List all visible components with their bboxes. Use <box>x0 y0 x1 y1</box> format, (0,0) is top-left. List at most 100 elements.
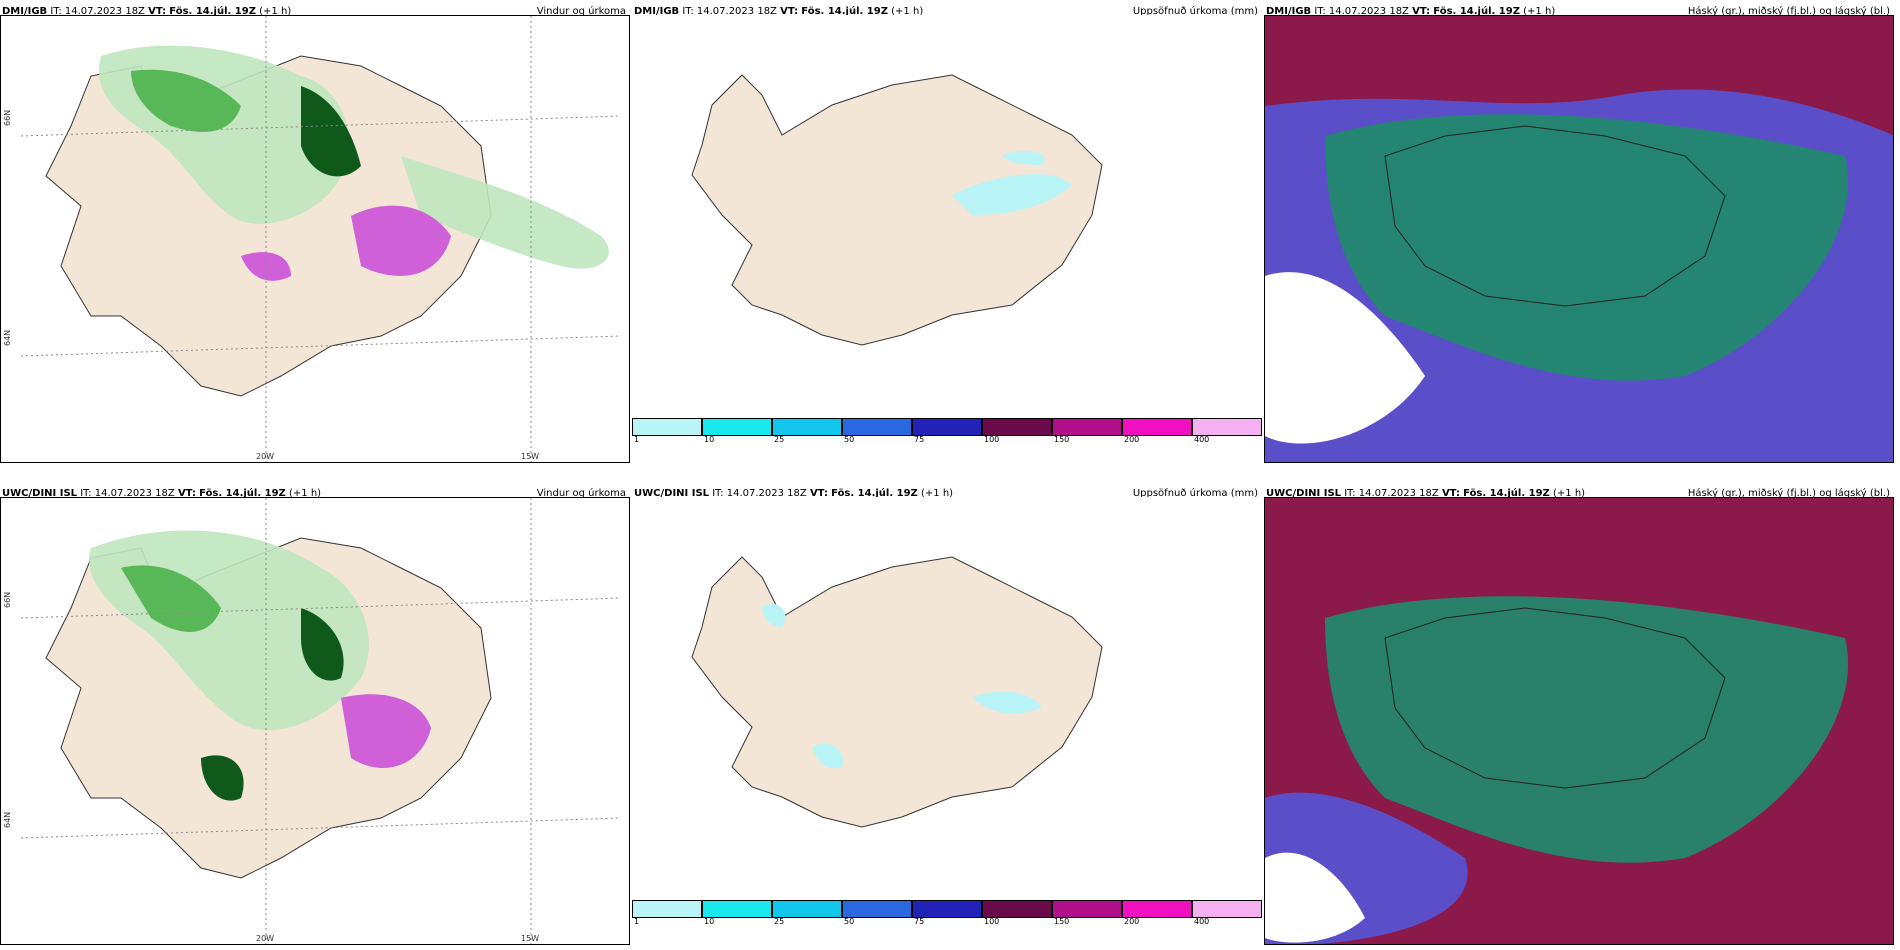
cloud-mid-layer <box>1325 596 1849 863</box>
panel-title: Háský (gr.), miðský (fj.bl.) og lágský (… <box>1687 6 1890 17</box>
colorbar-segment <box>982 900 1052 918</box>
precip-colorbar: 1 10 25 50 75 100 150 200 400 <box>632 412 1262 444</box>
accum-area <box>972 691 1042 714</box>
precip-area-light-east <box>401 156 609 269</box>
it-label: IT: <box>80 488 92 499</box>
init-time: 14.07.2023 18Z <box>94 488 175 499</box>
panel-header: DMI/IGB IT: 14.07.2023 18Z VT: Fös. 14.j… <box>0 0 630 24</box>
row2-accum-panel: UWC/DINI ISL IT: 14.07.2023 18Z VT: Fös.… <box>632 482 1262 930</box>
colorbar-segment <box>912 418 982 436</box>
precip-area-dark <box>301 86 361 177</box>
cloud-low-layer <box>1265 16 1893 136</box>
panel-title: Vindur og úrkoma <box>536 488 626 499</box>
colorbar-segment <box>912 900 982 918</box>
lead-time: (+1 h) <box>259 6 292 17</box>
lead-time: (+1 h) <box>289 488 322 499</box>
row2-clouds-panel: UWC/DINI ISL IT: 14.07.2023 18Z VT: Fös.… <box>1264 482 1894 945</box>
panel-header: UWC/DINI ISL IT: 14.07.2023 18Z VT: Fös.… <box>632 482 1262 506</box>
model-name: UWC/DINI ISL <box>1266 488 1342 499</box>
colorbar-segment <box>702 900 772 918</box>
lead-time: (+1 h) <box>1523 6 1556 17</box>
clouds-map <box>1264 497 1894 945</box>
vt-label: VT: <box>177 488 196 499</box>
vt-label: VT: <box>1441 488 1460 499</box>
colorbar-segment <box>772 900 842 918</box>
colorbar-segment <box>1122 418 1192 436</box>
map-canvas <box>1265 498 1893 944</box>
valid-time: Fös. 14.júl. 19Z <box>831 488 918 499</box>
accum-map <box>632 15 1262 435</box>
precip-area-heavy <box>341 694 431 768</box>
iceland-landmass <box>691 74 1103 346</box>
lon-label-20w: 20W <box>256 452 275 461</box>
row1-clouds-panel: DMI/IGB IT: 14.07.2023 18Z VT: Fös. 14.j… <box>1264 0 1894 463</box>
iceland-landmass <box>691 556 1103 828</box>
wind-precip-map: 20W 15W 66N 64N <box>0 497 630 945</box>
colorbar-tick: 150 <box>1054 435 1070 444</box>
colorbar-tick: 200 <box>1124 917 1140 926</box>
row1-accum-panel: DMI/IGB IT: 14.07.2023 18Z VT: Fös. 14.j… <box>632 0 1262 448</box>
accum-area <box>762 603 786 627</box>
colorbar-segment <box>632 900 702 918</box>
clear-sky <box>1265 852 1365 943</box>
colorbar-tick: 200 <box>1124 435 1140 444</box>
precip-area-mid <box>131 69 241 132</box>
panel-header: UWC/DINI ISL IT: 14.07.2023 18Z VT: Fös.… <box>1264 482 1894 506</box>
vt-label: VT: <box>148 6 167 17</box>
map-canvas <box>20 498 622 944</box>
row1-wind-precip-panel: DMI/IGB IT: 14.07.2023 18Z VT: Fös. 14.j… <box>0 0 630 463</box>
panel-header: UWC/DINI ISL IT: 14.07.2023 18Z VT: Fös.… <box>0 482 630 506</box>
precip-area-dark-south <box>201 755 244 801</box>
colorbar-tick: 150 <box>1054 917 1070 926</box>
init-time: 14.07.2023 18Z <box>64 6 145 17</box>
map-canvas <box>691 74 1103 346</box>
precip-area-dark <box>301 608 344 681</box>
parallel-64n <box>20 817 622 839</box>
iceland-outline <box>1384 607 1726 789</box>
colorbar-segment <box>1052 418 1122 436</box>
parallel-66n <box>20 115 622 137</box>
colorbar-tick: 50 <box>844 917 855 926</box>
lat-label-66n: 66N <box>3 591 12 608</box>
colorbar-tick: 75 <box>914 917 925 926</box>
colorbar-segment <box>1052 900 1122 918</box>
lat-label-64n: 64N <box>3 329 12 346</box>
precip-area-mid <box>121 565 221 632</box>
valid-time: Fös. 14.júl. 19Z <box>169 6 256 17</box>
it-label: IT: <box>712 488 724 499</box>
map-canvas <box>691 556 1103 828</box>
lat-label-64n: 64N <box>3 811 12 828</box>
colorbar-tick: 400 <box>1194 917 1210 926</box>
valid-time: Fös. 14.júl. 19Z <box>199 488 286 499</box>
colorbar-segment <box>1192 900 1262 918</box>
map-canvas <box>20 16 622 462</box>
it-label: IT: <box>682 6 694 17</box>
colorbar-segment <box>1122 900 1192 918</box>
model-name: DMI/IGB <box>2 6 48 17</box>
colorbar-tick: 1 <box>634 917 640 926</box>
colorbar-tick: 100 <box>984 435 1000 444</box>
lead-time: (+1 h) <box>1553 488 1586 499</box>
lon-label-15w: 15W <box>521 452 540 461</box>
colorbar-segment <box>842 900 912 918</box>
iceland-outline <box>1384 125 1726 307</box>
colorbar-tick: 50 <box>844 435 855 444</box>
lon-label-15w: 15W <box>521 934 540 943</box>
wind-precip-map: 20W 15W 66N 64N <box>0 15 630 463</box>
accum-area <box>812 743 843 769</box>
lead-time: (+1 h) <box>921 488 954 499</box>
colorbar-segment <box>772 418 842 436</box>
colorbar-segment <box>632 418 702 436</box>
colorbar-tick: 25 <box>774 435 785 444</box>
panel-header: DMI/IGB IT: 14.07.2023 18Z VT: Fös. 14.j… <box>632 0 1262 24</box>
colorbar-segment <box>982 418 1052 436</box>
lead-time: (+1 h) <box>891 6 924 17</box>
colorbar-tick: 10 <box>704 917 715 926</box>
colorbar-segment <box>1192 418 1262 436</box>
panel-title: Uppsöfnuð úrkoma (mm) <box>1132 488 1258 499</box>
row2-wind-precip-panel: UWC/DINI ISL IT: 14.07.2023 18Z VT: Fös.… <box>0 482 630 945</box>
colorbar-tick: 400 <box>1194 435 1210 444</box>
valid-time: Fös. 14.júl. 19Z <box>801 6 888 17</box>
clear-sky <box>1265 272 1425 444</box>
init-time: 14.07.2023 18Z <box>1328 6 1409 17</box>
